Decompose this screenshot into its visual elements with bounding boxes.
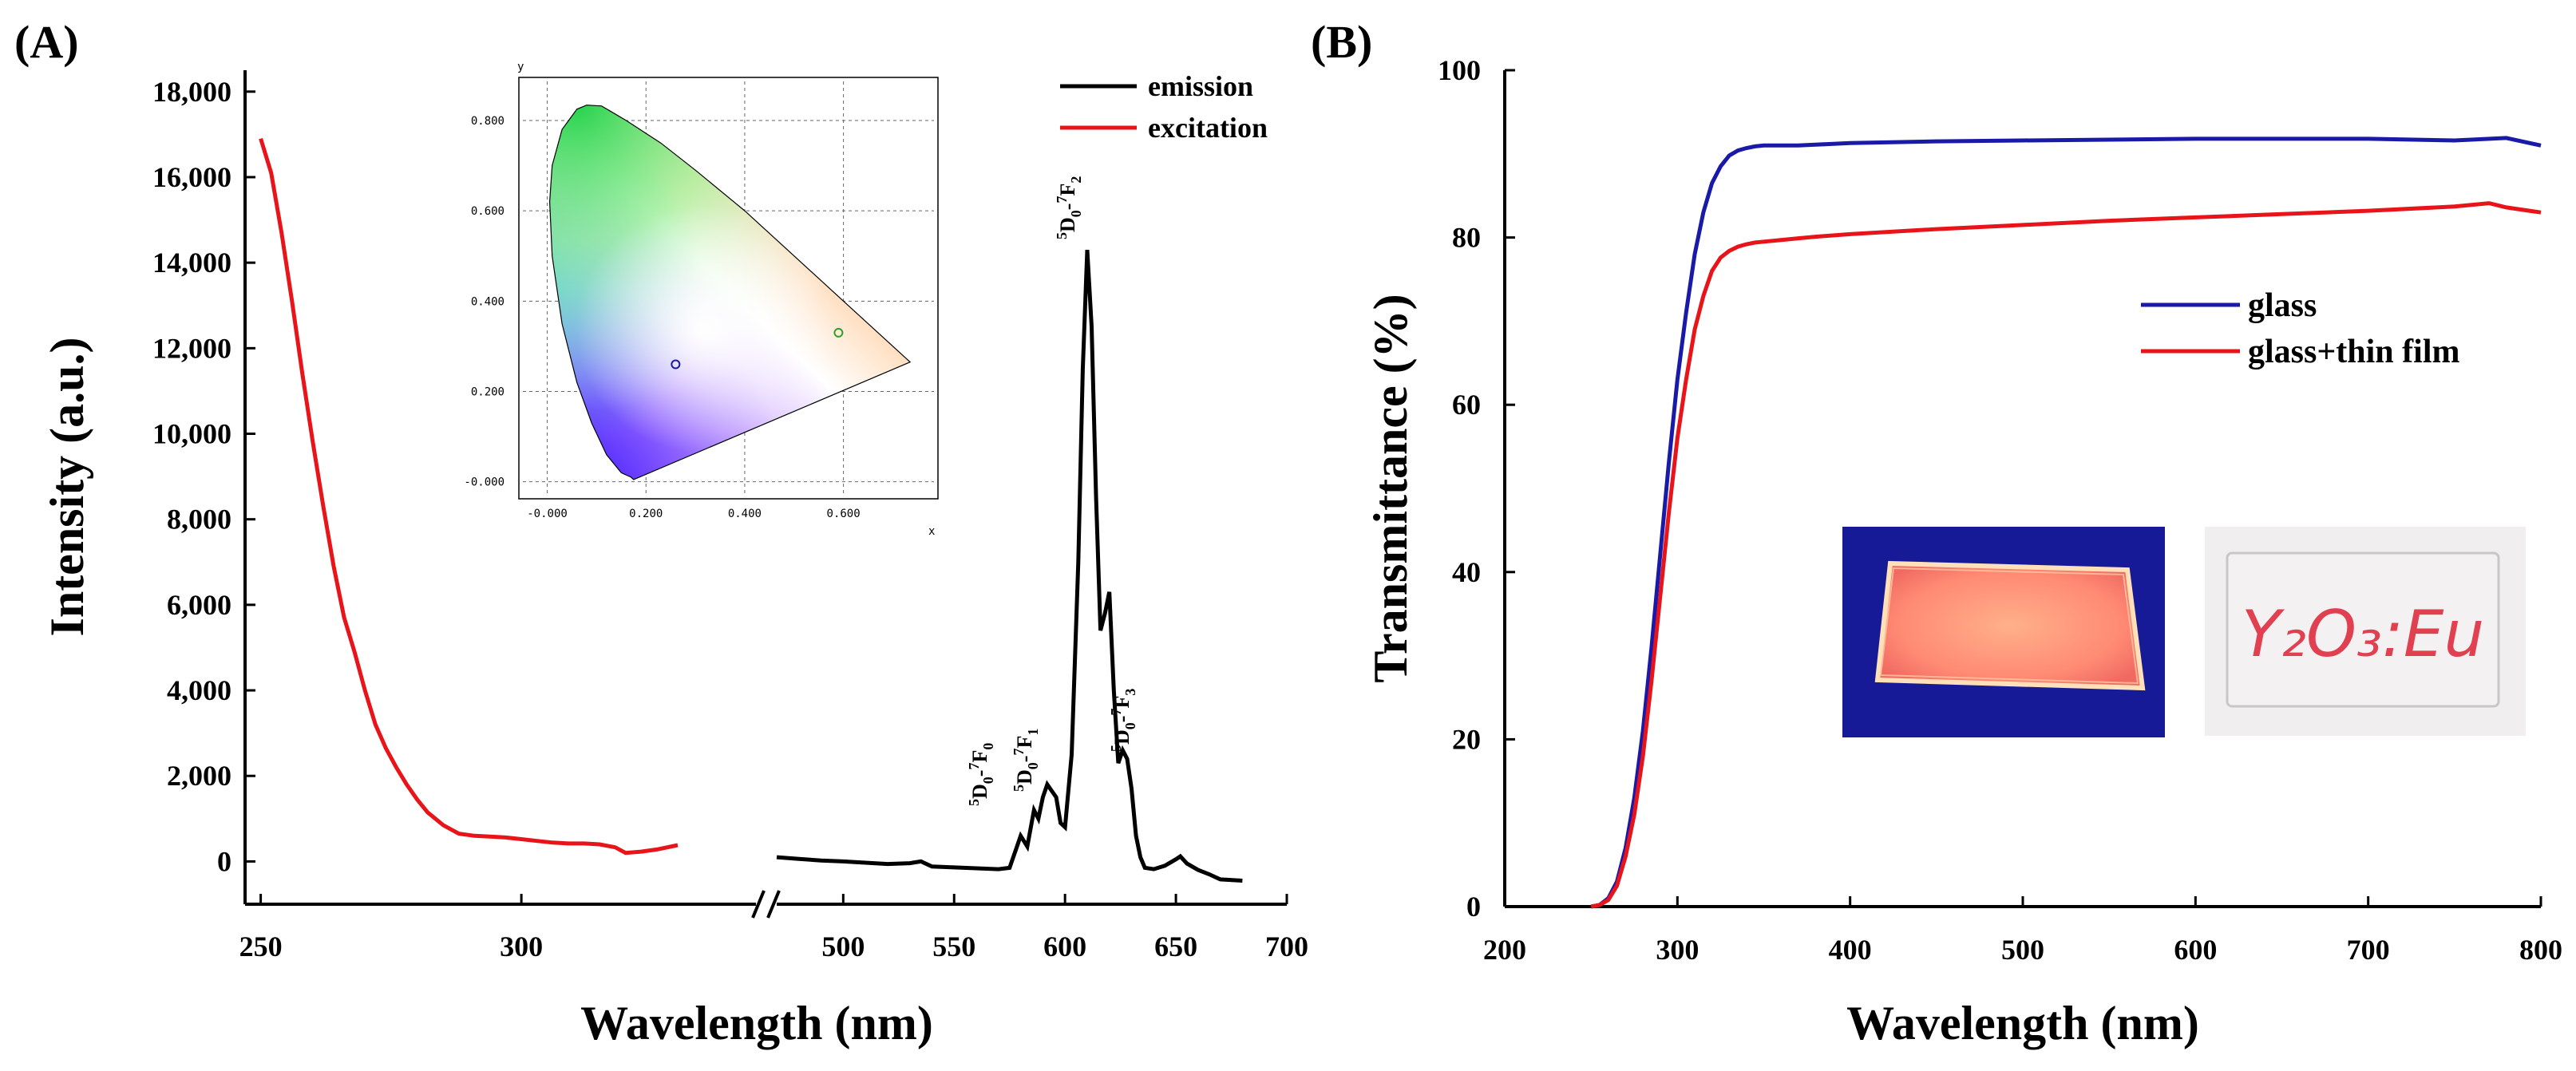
y-tick-label: 40 bbox=[1452, 556, 1481, 588]
panel-b-x-ticks: 200 300 400 500 600 700 800 bbox=[1483, 896, 2562, 966]
panel-b-legend: glass glass+thin film bbox=[2141, 287, 2459, 370]
cie-points bbox=[671, 327, 844, 370]
annotation-5d0-7f0: 5D0-7F0 bbox=[966, 743, 996, 806]
cie-y-tick-label: 0.400 bbox=[471, 295, 505, 308]
cie-y-tick-label: -0.000 bbox=[464, 476, 505, 489]
glass-thin-film-line bbox=[1590, 201, 2542, 909]
x-tick-label: 550 bbox=[932, 931, 975, 962]
cie-x-tick-label: -0.000 bbox=[527, 508, 568, 520]
cie-point-excitation bbox=[671, 359, 681, 370]
x-tick-label: 600 bbox=[2174, 934, 2217, 966]
x-tick-label: 300 bbox=[1656, 934, 1699, 966]
cie-gamut-outline bbox=[548, 105, 912, 480]
y-tick-label: 12,000 bbox=[152, 332, 231, 364]
svg-text:5D0-7F1: 5D0-7F1 bbox=[1011, 729, 1041, 792]
axis-break-mark bbox=[751, 890, 781, 919]
y-tick-label: 0 bbox=[217, 845, 231, 877]
cie-x-tick-label: 0.200 bbox=[629, 508, 663, 520]
cie-x-tick-label: 0.400 bbox=[728, 508, 762, 520]
excitation-line bbox=[259, 137, 679, 856]
x-tick-label: 500 bbox=[2001, 934, 2044, 966]
x-tick-label: 600 bbox=[1043, 931, 1086, 962]
panel-a-x-label: Wavelength (nm) bbox=[580, 997, 933, 1049]
x-tick-label: 700 bbox=[1265, 931, 1308, 962]
cie-ticks: -0.000 0.200 0.400 0.600 -0.000 0.200 0.400 0.6… bbox=[464, 115, 860, 520]
y-tick-label: 16,000 bbox=[152, 161, 231, 193]
x-tick-label: 200 bbox=[1483, 934, 1526, 966]
annotation-5d0-7f1: 5D0-7F1 bbox=[1011, 729, 1041, 792]
y-tick-label: 14,000 bbox=[152, 247, 231, 279]
panel-a: (A) 0 2,000 4,000 6,000 8,000 10,000 12,000 14,… bbox=[14, 16, 1308, 1049]
cie-x-label: x bbox=[928, 525, 935, 538]
svg-text:5D0-7F2: 5D0-7F2 bbox=[1054, 176, 1084, 239]
y-tick-label: 80 bbox=[1452, 222, 1481, 254]
svg-text:5D0-7F0: 5D0-7F0 bbox=[966, 743, 996, 806]
y-tick-label: 0 bbox=[1466, 891, 1481, 923]
y-tick-label: 20 bbox=[1452, 723, 1481, 755]
photo-film-under-uv bbox=[1842, 527, 2165, 737]
cie-y-tick-label: 0.200 bbox=[471, 386, 505, 399]
slide-handwritten-label: Y₂O₃:Eu bbox=[2242, 597, 2484, 671]
cie-x-tick-label: 0.600 bbox=[827, 508, 861, 520]
y-tick-label: 18,000 bbox=[152, 76, 231, 108]
legend-glass-thin-film: glass+thin film bbox=[2248, 334, 2459, 370]
x-tick-label: 300 bbox=[500, 931, 543, 962]
x-tick-label: 250 bbox=[239, 931, 283, 962]
panel-a-label: (A) bbox=[14, 16, 79, 68]
panel-b-label: (B) bbox=[1311, 16, 1372, 68]
cie-inset: -0.000 0.200 0.400 0.600 -0.000 0.200 0.400 0.6… bbox=[464, 61, 939, 538]
photo-labelled-slide: Y₂O₃:Eu bbox=[2205, 527, 2526, 736]
panel-b-y-label: Transmittance (%) bbox=[1364, 294, 1417, 682]
y-tick-label: 6,000 bbox=[167, 589, 231, 621]
panel-a-axes bbox=[243, 70, 1287, 919]
cie-y-label: y bbox=[517, 61, 524, 73]
panel-b-x-label: Wavelength (nm) bbox=[1846, 997, 2199, 1049]
emission-line bbox=[776, 249, 1243, 883]
panel-b-y-ticks: 0 20 40 60 80 100 bbox=[1438, 54, 1515, 923]
y-tick-label: 8,000 bbox=[167, 504, 231, 536]
legend-excitation: excitation bbox=[1148, 112, 1268, 144]
panel-a-legend: emission excitation bbox=[1060, 70, 1268, 144]
x-tick-label: 500 bbox=[821, 931, 865, 962]
y-tick-label: 4,000 bbox=[167, 674, 231, 706]
y-tick-label: 100 bbox=[1438, 54, 1481, 86]
x-tick-label: 650 bbox=[1154, 931, 1197, 962]
cie-y-tick-label: 0.600 bbox=[471, 205, 505, 218]
svg-text:5D0-7F3: 5D0-7F3 bbox=[1108, 689, 1138, 752]
cie-y-tick-label: 0.800 bbox=[471, 115, 505, 128]
y-tick-label: 60 bbox=[1452, 389, 1481, 421]
panel-a-x-ticks: 250 300 500 550 600 650 700 bbox=[239, 894, 1308, 962]
panel-a-y-label: Intensity (a.u.) bbox=[41, 337, 93, 636]
annotation-5d0-7f2: 5D0-7F2 bbox=[1054, 176, 1084, 239]
y-tick-label: 10,000 bbox=[152, 418, 231, 450]
panel-a-y-ticks: 0 2,000 4,000 6,000 8,000 10,000 12,000 14,000 1… bbox=[152, 76, 255, 877]
glass-line bbox=[1590, 136, 2542, 909]
cie-point-emission bbox=[833, 327, 844, 338]
legend-glass: glass bbox=[2248, 287, 2317, 324]
x-tick-label: 700 bbox=[2347, 934, 2390, 966]
x-tick-label: 400 bbox=[1829, 934, 1872, 966]
panel-b: (B) 0 20 40 60 80 100 200 300 400 500 600 700 800 W… bbox=[1311, 16, 2562, 1049]
legend-emission: emission bbox=[1148, 70, 1253, 102]
annotation-5d0-7f3: 5D0-7F3 bbox=[1108, 689, 1138, 752]
y-tick-label: 2,000 bbox=[167, 760, 231, 792]
x-tick-label: 800 bbox=[2519, 934, 2562, 966]
